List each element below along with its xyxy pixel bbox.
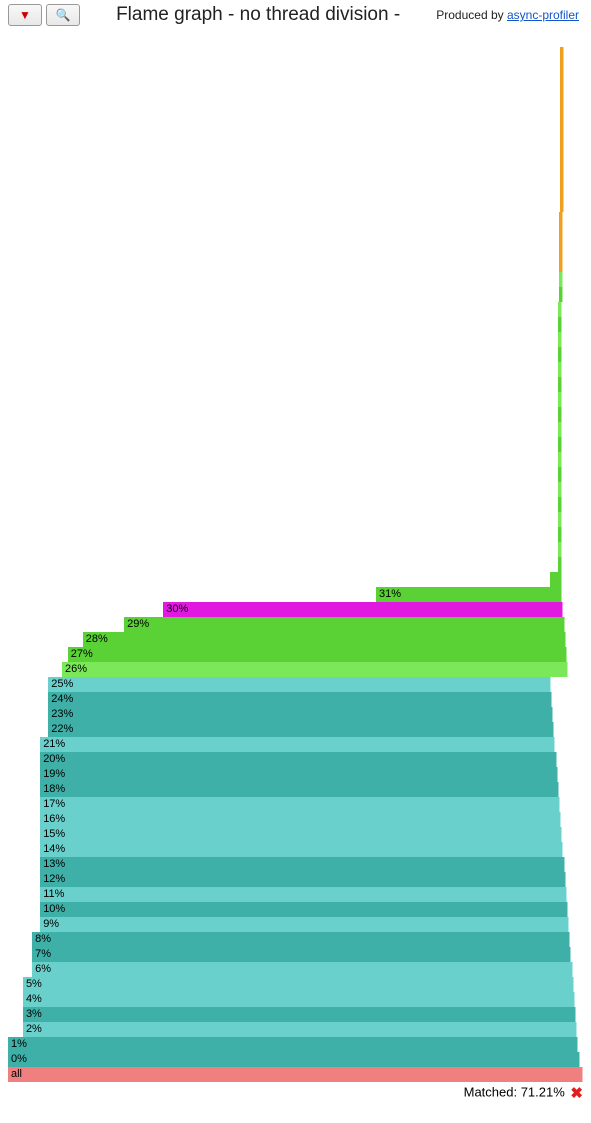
- flame-frame[interactable]: [559, 272, 563, 287]
- reverse-button[interactable]: ▼: [8, 4, 42, 26]
- flame-frame[interactable]: 27%: [68, 647, 567, 662]
- produced-by: Produced by async-profiler: [436, 8, 583, 22]
- flame-frame[interactable]: 9%: [40, 917, 569, 932]
- flame-frame[interactable]: 24%: [48, 692, 552, 707]
- flame-frame[interactable]: [559, 287, 563, 302]
- flame-frame[interactable]: [558, 407, 562, 422]
- flame-frame[interactable]: 4%: [23, 992, 575, 1007]
- flame-frame[interactable]: 29%: [124, 617, 564, 632]
- flame-frame[interactable]: [560, 107, 564, 122]
- flame-frame[interactable]: 22%: [48, 722, 554, 737]
- flame-frame[interactable]: [558, 332, 562, 347]
- flame-frame[interactable]: 31%: [376, 587, 562, 602]
- flame-frame[interactable]: 8%: [32, 932, 570, 947]
- flame-frame[interactable]: [560, 167, 564, 182]
- flame-frame[interactable]: [558, 542, 562, 557]
- profiler-link[interactable]: async-profiler: [507, 8, 579, 22]
- flamegraph-canvas[interactable]: all0%1%2%3%4%5%6%7%8%9%10%11%12%13%14%15…: [8, 32, 583, 1082]
- flame-frame[interactable]: 0%: [8, 1052, 580, 1067]
- status-bar: Matched: 71.21% ✖: [8, 1082, 583, 1108]
- header-bar: ▼ 🔍 Flame graph - no thread division - P…: [0, 0, 591, 28]
- flame-frame[interactable]: 26%: [62, 662, 568, 677]
- flame-frame[interactable]: [558, 392, 562, 407]
- flame-frame[interactable]: [558, 362, 562, 377]
- flame-frame[interactable]: [558, 512, 562, 527]
- flame-frame[interactable]: [558, 527, 562, 542]
- flame-frame[interactable]: 1%: [8, 1037, 578, 1052]
- flame-frame[interactable]: 14%: [40, 842, 563, 857]
- flame-frame[interactable]: 11%: [40, 887, 567, 902]
- flame-frame[interactable]: [558, 467, 562, 482]
- flame-frame[interactable]: [558, 302, 562, 317]
- flame-frame[interactable]: [560, 47, 564, 62]
- flame-frame[interactable]: 2%: [23, 1022, 577, 1037]
- flame-frame[interactable]: [558, 317, 562, 332]
- flame-frame[interactable]: [560, 182, 564, 197]
- flame-frame[interactable]: [560, 152, 564, 167]
- flame-frame[interactable]: 18%: [40, 782, 559, 797]
- flame-frame[interactable]: 25%: [48, 677, 551, 692]
- flame-frame[interactable]: 6%: [32, 962, 573, 977]
- flame-frame[interactable]: [560, 122, 564, 137]
- clear-match-button[interactable]: ✖: [568, 1085, 583, 1102]
- flame-frame[interactable]: [558, 347, 562, 362]
- flame-frame[interactable]: 12%: [40, 872, 566, 887]
- flame-frame[interactable]: [550, 572, 562, 587]
- flame-frame[interactable]: 20%: [40, 752, 556, 767]
- flame-frame[interactable]: [558, 422, 562, 437]
- flame-frame[interactable]: 21%: [40, 737, 555, 752]
- reverse-icon: ▼: [19, 8, 31, 22]
- flame-frame[interactable]: all: [8, 1067, 583, 1082]
- flame-frame[interactable]: 3%: [23, 1007, 576, 1022]
- flame-frame[interactable]: [558, 497, 562, 512]
- flame-frame[interactable]: 7%: [32, 947, 571, 962]
- flame-frame[interactable]: [560, 197, 564, 212]
- search-button[interactable]: 🔍: [46, 4, 80, 26]
- search-icon: 🔍: [56, 8, 71, 22]
- flame-frame[interactable]: 15%: [40, 827, 562, 842]
- flame-frame[interactable]: [558, 482, 562, 497]
- flame-frame[interactable]: [560, 62, 564, 77]
- flame-frame[interactable]: 23%: [48, 707, 553, 722]
- page-title: Flame graph - no thread division -: [84, 4, 432, 26]
- flame-frame[interactable]: [559, 257, 563, 272]
- flame-frame[interactable]: 28%: [83, 632, 566, 647]
- flame-frame[interactable]: [560, 137, 564, 152]
- flame-frame[interactable]: 19%: [40, 767, 558, 782]
- flame-frame[interactable]: [560, 92, 564, 107]
- flame-frame[interactable]: [559, 212, 563, 227]
- flame-frame[interactable]: 10%: [40, 902, 568, 917]
- flame-frame[interactable]: [558, 377, 562, 392]
- flame-frame[interactable]: [558, 437, 562, 452]
- flame-frame[interactable]: 13%: [40, 857, 564, 872]
- matched-label: Matched: 71.21%: [464, 1084, 565, 1099]
- flame-frame[interactable]: [560, 77, 564, 92]
- produced-by-prefix: Produced by: [436, 8, 507, 22]
- flame-frame[interactable]: [558, 557, 562, 572]
- flame-frame[interactable]: 17%: [40, 797, 560, 812]
- flame-frame[interactable]: [558, 452, 562, 467]
- flame-frame[interactable]: [559, 242, 563, 257]
- flame-frame[interactable]: 16%: [40, 812, 561, 827]
- flame-frame[interactable]: 5%: [23, 977, 574, 992]
- flame-frame[interactable]: 30%: [163, 602, 563, 617]
- flame-frame[interactable]: [559, 227, 563, 242]
